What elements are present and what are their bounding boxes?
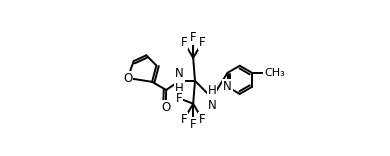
Text: F: F [199, 36, 206, 49]
Text: F: F [181, 36, 187, 49]
Text: N
H: N H [175, 67, 184, 95]
Text: CH₃: CH₃ [264, 68, 285, 78]
Text: F: F [176, 92, 182, 105]
Text: F: F [190, 31, 197, 44]
Text: O: O [123, 71, 132, 85]
Text: F: F [181, 113, 187, 126]
Text: O: O [161, 101, 170, 114]
Text: F: F [190, 118, 197, 131]
Text: N: N [223, 80, 232, 93]
Text: F: F [199, 113, 206, 126]
Text: H
N: H N [207, 84, 216, 112]
